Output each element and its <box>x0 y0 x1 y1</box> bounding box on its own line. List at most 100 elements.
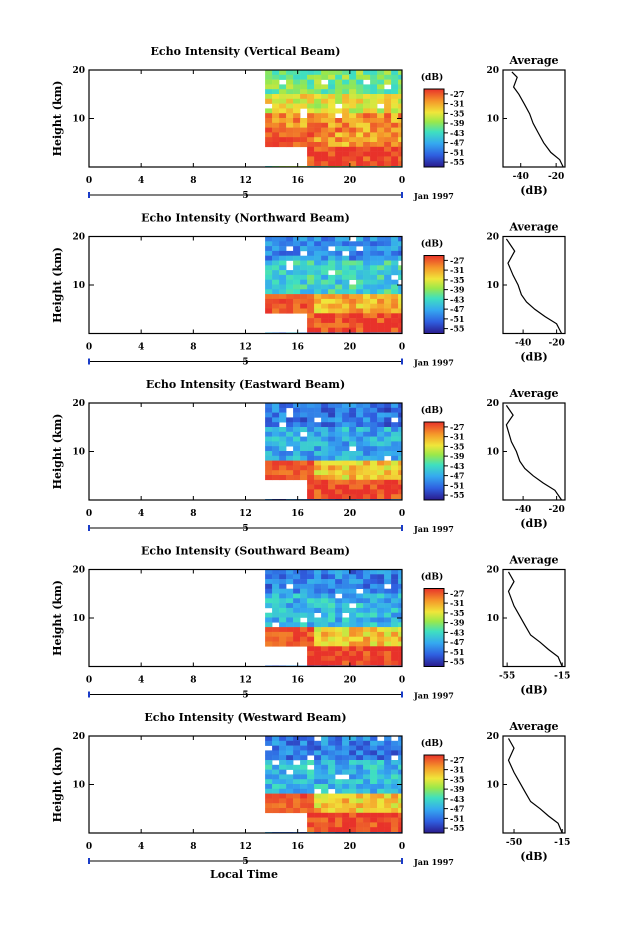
heatmap-cell <box>328 79 336 85</box>
heatmap-cell <box>265 294 273 300</box>
heatmap-cell <box>314 151 322 157</box>
heatmap-cell <box>342 479 350 485</box>
heatmap-cell <box>272 740 280 746</box>
heatmap-cell <box>363 660 371 666</box>
heatmap-cell <box>279 436 287 442</box>
heatmap-cell <box>384 294 392 300</box>
heatmap-cell <box>265 441 273 447</box>
heatmap-cell <box>377 289 385 295</box>
heatmap-cell <box>377 793 385 799</box>
heatmap-cell <box>335 740 343 746</box>
heatmap-cell <box>356 412 364 418</box>
heatmap-cell <box>328 279 336 285</box>
heatmap-cell <box>314 460 322 466</box>
heatmap-cell <box>272 241 280 247</box>
heatmap-cell <box>342 660 350 666</box>
heatmap-cell <box>300 74 308 80</box>
heatmap-cell <box>370 764 378 770</box>
heatmap-cell <box>321 784 329 790</box>
heatmap-cell <box>363 489 371 495</box>
heatmap-cell <box>293 750 301 756</box>
heatmap-cell <box>356 822 364 828</box>
heatmap-cell <box>279 636 287 642</box>
heatmap-cell <box>342 631 350 637</box>
heatmap-cell <box>307 427 315 433</box>
heatmap-cell <box>335 750 343 756</box>
heatmap-cell <box>370 137 378 143</box>
heatmap-cell <box>377 636 385 642</box>
heatmap-cell <box>363 289 371 295</box>
heatmap-cell <box>370 431 378 437</box>
heatmap-cell <box>307 98 315 104</box>
heatmap-cell <box>265 436 273 442</box>
heatmap-cell <box>272 583 280 589</box>
heatmap-cell <box>356 784 364 790</box>
heatmap-cell <box>272 451 280 457</box>
heatmap-cell <box>398 465 403 471</box>
heatmap-cell <box>342 84 350 90</box>
colorbar-tick-label: -47 <box>450 304 464 314</box>
heatmap-cell <box>363 241 371 247</box>
heatmap-cell <box>349 127 357 133</box>
heatmap-cell <box>307 788 315 794</box>
heatmap-cell <box>286 113 294 119</box>
heatmap-cell <box>398 441 403 447</box>
colorbar-tick-label: -51 <box>450 314 464 324</box>
heatmap-cell <box>384 651 392 657</box>
heatmap-cell <box>391 412 399 418</box>
heatmap-cell <box>398 784 403 790</box>
x-tick-label: 4 <box>138 842 144 852</box>
heatmap-cell <box>279 612 287 618</box>
heatmap-cell <box>314 98 322 104</box>
heatmap-cell <box>300 455 308 461</box>
heatmap-cell <box>377 598 385 604</box>
heatmap-cell <box>370 489 378 495</box>
heatmap-cell <box>356 494 364 500</box>
heatmap-cell <box>398 122 403 128</box>
heatmap-cell <box>307 313 315 319</box>
heatmap-cell <box>279 808 287 814</box>
heatmap-cell <box>293 94 301 100</box>
heatmap-cell <box>286 250 294 256</box>
heatmap-cell <box>321 631 329 637</box>
heatmap-cell <box>300 70 308 76</box>
heatmap-cell <box>363 784 371 790</box>
heatmap-cell <box>293 74 301 80</box>
heatmap-cell <box>300 579 308 585</box>
heatmap-cell <box>300 774 308 780</box>
heatmap-cell <box>328 241 336 247</box>
heatmap-cell <box>363 108 371 114</box>
heatmap-cell <box>398 475 403 481</box>
heatmap-cell <box>307 250 315 256</box>
heatmap-cell <box>272 607 280 613</box>
heatmap-cell <box>370 446 378 452</box>
heatmap-cell <box>391 236 399 242</box>
heatmap-cell <box>286 636 294 642</box>
heatmap-cell <box>335 260 343 266</box>
heatmap-cell <box>286 764 294 770</box>
heatmap-cell <box>293 627 301 633</box>
heatmap-cell <box>272 407 280 413</box>
heatmap-cell <box>272 745 280 751</box>
heatmap-cell <box>279 412 287 418</box>
heatmap-cell <box>335 446 343 452</box>
heatmap-cell <box>391 631 399 637</box>
heatmap-cell <box>286 798 294 804</box>
heatmap-cell <box>384 655 392 661</box>
heatmap-cell <box>370 260 378 266</box>
heatmap-cell <box>328 284 336 290</box>
heatmap-cell <box>279 455 287 461</box>
heatmap-cell <box>384 70 392 76</box>
heatmap-cell <box>300 417 308 423</box>
heatmap-cell <box>342 651 350 657</box>
heatmap-cell <box>384 631 392 637</box>
heatmap-cell <box>335 822 343 828</box>
heatmap-cell <box>300 303 308 309</box>
heatmap-cell <box>307 151 315 157</box>
heatmap-cell <box>398 250 403 256</box>
heatmap-cell <box>398 583 403 589</box>
heatmap-cell <box>300 745 308 751</box>
heatmap-cell <box>356 827 364 833</box>
heatmap-cell <box>363 574 371 580</box>
heatmap-cell <box>391 598 399 604</box>
